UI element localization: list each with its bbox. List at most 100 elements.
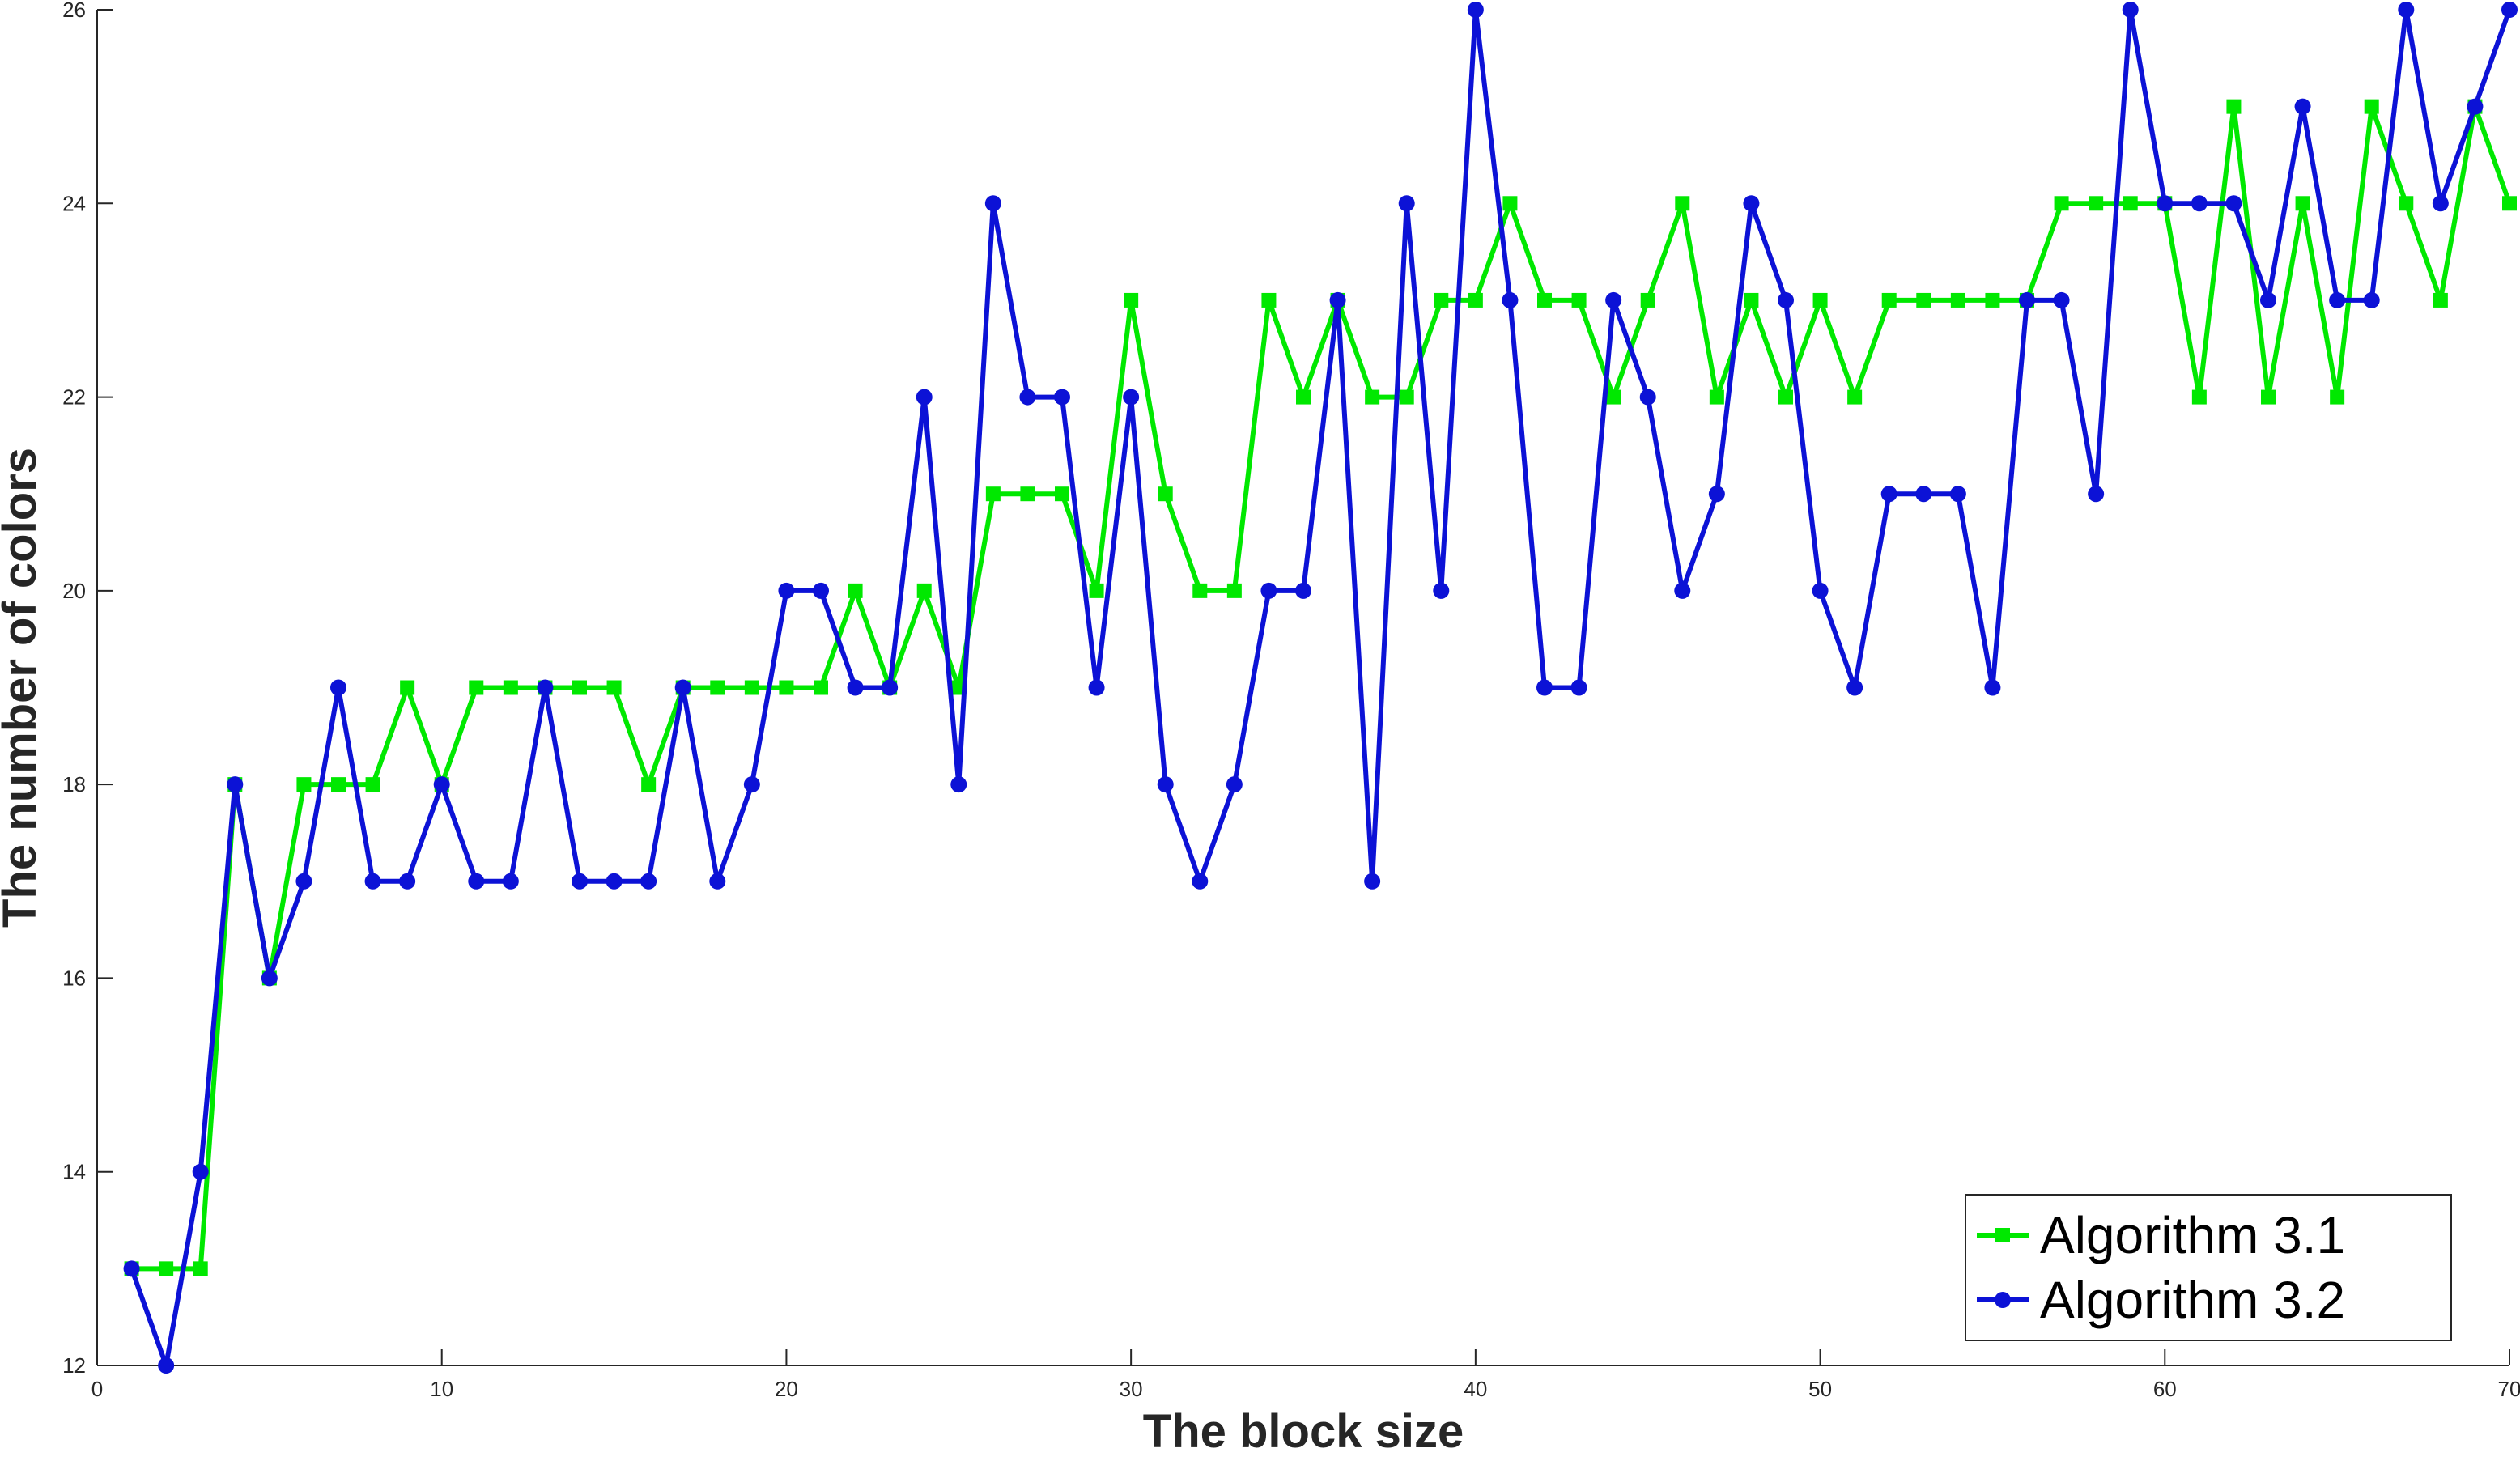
data-point — [192, 1163, 209, 1180]
data-point — [779, 680, 794, 695]
data-point — [2261, 389, 2276, 405]
data-point — [469, 680, 484, 695]
data-point — [365, 777, 380, 792]
data-point — [1985, 292, 2000, 308]
data-point — [2398, 2, 2415, 18]
data-point — [1675, 196, 1690, 211]
data-point — [1192, 583, 1208, 598]
x-tick-label: 60 — [2153, 1377, 2177, 1401]
data-point — [295, 873, 312, 890]
data-point — [1502, 291, 1519, 308]
data-point — [330, 679, 346, 696]
data-point — [2053, 291, 2070, 308]
legend-label: Algorithm 3.2 — [2040, 1271, 2345, 1329]
data-point — [1570, 679, 1587, 696]
legend-swatch-marker — [1995, 1292, 2011, 1308]
data-point — [2123, 196, 2138, 211]
y-axis-label: The number of colors — [0, 448, 46, 928]
series-algorithm-3-2 — [123, 2, 2518, 1374]
data-point — [1192, 873, 1209, 890]
data-point — [814, 680, 828, 695]
data-point — [1226, 776, 1243, 793]
data-point — [2019, 291, 2035, 308]
data-point — [572, 873, 588, 890]
data-point — [1365, 389, 1380, 405]
x-axis-ticks: 0 10 20 30 40 50 60 70 — [91, 1349, 2520, 1401]
data-point — [2089, 196, 2104, 211]
data-point — [1881, 292, 1897, 308]
data-point — [1399, 389, 1414, 405]
data-point — [2363, 291, 2380, 308]
data-point — [2088, 486, 2105, 503]
data-point — [1123, 389, 1140, 406]
data-point — [1124, 292, 1139, 308]
data-point — [916, 389, 933, 406]
legend: Algorithm 3.1 Algorithm 3.2 — [1965, 1194, 2452, 1341]
data-point — [1571, 292, 1587, 308]
data-point — [2294, 98, 2311, 115]
data-point — [606, 873, 623, 890]
data-point — [1606, 389, 1621, 405]
data-point — [813, 582, 829, 599]
data-point — [1329, 291, 1346, 308]
x-tick-label: 10 — [430, 1377, 453, 1401]
data-point — [1640, 292, 1655, 308]
data-point — [1915, 486, 1932, 503]
data-point — [1398, 195, 1415, 212]
data-point — [2260, 291, 2276, 308]
data-point — [1261, 292, 1277, 308]
data-point — [1846, 679, 1863, 696]
data-point — [984, 195, 1001, 212]
data-point — [2329, 291, 2346, 308]
data-point — [2432, 195, 2449, 212]
legend-label: Algorithm 3.1 — [2040, 1206, 2345, 1264]
data-point — [2295, 196, 2310, 211]
data-point — [1089, 583, 1104, 598]
legend-entry-algorithm-3-2: Algorithm 3.2 — [1977, 1271, 2345, 1329]
data-point — [2364, 99, 2379, 114]
data-point — [1984, 679, 2001, 696]
data-point — [1778, 291, 1794, 308]
plot-axes — [96, 10, 2509, 1366]
data-point — [2330, 389, 2345, 405]
data-point — [709, 873, 726, 890]
data-point — [2226, 99, 2242, 114]
data-point — [1812, 292, 1828, 308]
data-point — [2433, 292, 2448, 308]
data-point — [1433, 582, 1450, 599]
data-point — [882, 679, 899, 696]
data-point — [2191, 389, 2207, 405]
data-point — [641, 777, 657, 792]
x-tick-label: 70 — [2498, 1377, 2520, 1401]
data-point — [2399, 196, 2414, 211]
data-point — [1536, 679, 1553, 696]
data-point — [468, 873, 485, 890]
data-point — [640, 873, 657, 890]
data-point — [1088, 679, 1105, 696]
data-point — [503, 680, 518, 695]
data-point — [744, 680, 759, 695]
data-point — [1502, 196, 1518, 211]
data-point — [848, 583, 863, 598]
data-point — [985, 486, 1001, 502]
data-point — [2122, 2, 2139, 18]
y-tick-label: 26 — [62, 0, 86, 22]
data-point — [364, 873, 381, 890]
data-point — [743, 776, 760, 793]
x-tick-label: 30 — [1120, 1377, 1143, 1401]
data-point — [1055, 486, 1069, 502]
data-point — [2502, 196, 2517, 211]
data-point — [1157, 776, 1174, 793]
legend-swatch-marker — [1995, 1228, 2010, 1242]
data-point — [1467, 2, 1484, 18]
data-point — [2467, 98, 2484, 115]
data-point — [2054, 196, 2069, 211]
data-point — [399, 873, 416, 890]
data-point — [1949, 486, 1966, 503]
data-point — [1639, 389, 1656, 406]
x-tick-label: 0 — [91, 1377, 103, 1401]
data-point — [1158, 486, 1173, 502]
x-tick-label: 40 — [1464, 1377, 1487, 1401]
data-point — [400, 680, 415, 695]
